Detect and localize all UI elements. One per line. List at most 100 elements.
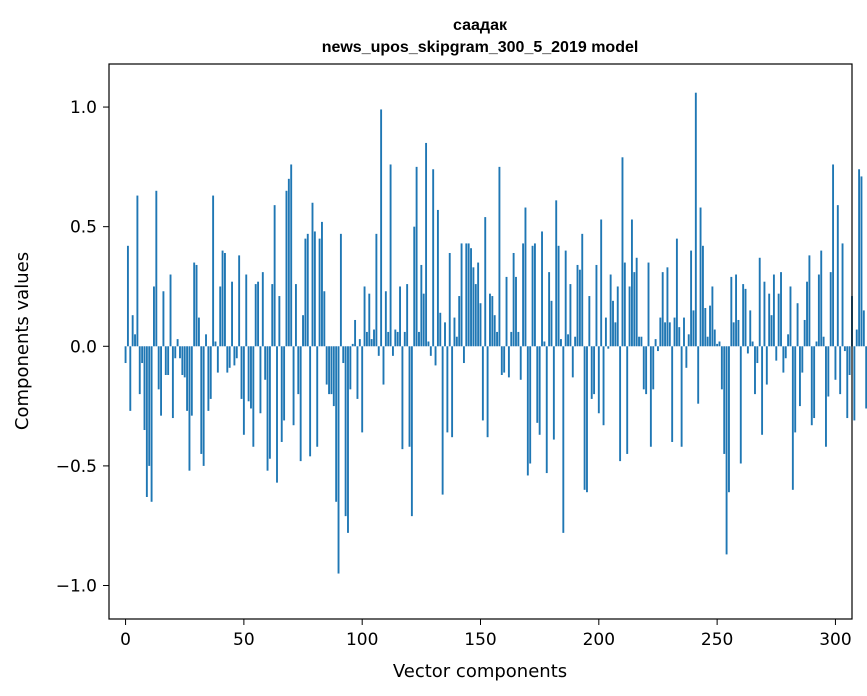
bar-152 <box>484 217 487 347</box>
bar-218 <box>640 336 643 347</box>
y-tick-label: −0.5 <box>56 457 97 477</box>
bar-260 <box>739 346 742 464</box>
bar-249 <box>713 329 716 347</box>
bar-91 <box>339 233 342 347</box>
bar-138 <box>451 346 454 438</box>
y-tick-label: 0.5 <box>70 218 97 238</box>
bar-182 <box>555 200 558 347</box>
bar-125 <box>420 264 423 347</box>
bar-284 <box>796 303 799 347</box>
bar-47 <box>235 346 238 359</box>
bar-283 <box>794 346 797 433</box>
bar-204 <box>607 346 610 349</box>
bar-163 <box>510 331 513 347</box>
bar-299 <box>832 164 835 347</box>
bar-161 <box>505 276 508 347</box>
bar-308 <box>853 346 856 421</box>
bar-237 <box>685 346 688 368</box>
bar-145 <box>467 243 470 347</box>
bar-282 <box>791 346 794 490</box>
bar-140 <box>455 336 458 347</box>
bar-132 <box>436 209 439 347</box>
bar-173 <box>533 243 536 347</box>
bar-228 <box>664 322 667 347</box>
bar-128 <box>427 341 430 347</box>
bar-168 <box>522 243 525 347</box>
bar-67 <box>283 346 286 421</box>
bar-113 <box>392 346 394 356</box>
bar-147 <box>472 267 475 347</box>
bar-87 <box>330 346 333 395</box>
bar-203 <box>604 317 607 347</box>
bar-120 <box>408 346 411 447</box>
bar-241 <box>694 92 697 347</box>
bar-124 <box>418 331 420 347</box>
bar-2 <box>129 346 132 411</box>
bar-305 <box>846 346 849 419</box>
bar-185 <box>562 346 565 533</box>
bar-274 <box>772 274 775 347</box>
bar-66 <box>280 346 283 442</box>
bar-85 <box>325 346 328 385</box>
bar-160 <box>503 346 506 373</box>
bar-183 <box>557 245 560 347</box>
bar-83 <box>321 221 323 347</box>
bar-122 <box>413 226 416 347</box>
bar-69 <box>287 178 290 347</box>
bar-197 <box>590 346 593 399</box>
bar-270 <box>763 281 766 347</box>
bar-280 <box>787 334 790 347</box>
bar-105 <box>373 329 375 347</box>
bar-289 <box>808 255 811 347</box>
bar-104 <box>370 339 373 347</box>
bar-130 <box>432 169 435 347</box>
bar-64 <box>276 346 278 483</box>
bar-220 <box>645 346 648 395</box>
bar-246 <box>706 336 709 347</box>
bar-301 <box>836 205 839 347</box>
bar-181 <box>552 346 555 440</box>
bar-162 <box>507 346 510 378</box>
bar-276 <box>777 293 780 347</box>
bar-209 <box>619 346 622 462</box>
plot-area-frame <box>108 63 853 620</box>
bar-193 <box>581 233 584 347</box>
bar-17 <box>164 346 167 375</box>
x-tick-label: 200 <box>583 630 615 650</box>
bar-167 <box>519 346 522 380</box>
bar-136 <box>446 346 449 433</box>
bar-179 <box>548 272 551 347</box>
bar-207 <box>614 322 617 347</box>
bar-155 <box>491 296 494 347</box>
bar-222 <box>649 346 652 447</box>
bar-192 <box>578 269 581 347</box>
bar-251 <box>718 341 721 347</box>
bar-26 <box>186 346 189 411</box>
bar-121 <box>410 346 413 517</box>
bar-34 <box>205 334 207 347</box>
bar-195 <box>586 346 588 493</box>
bar-49 <box>240 346 243 399</box>
bar-46 <box>233 346 236 366</box>
bar-206 <box>612 300 614 347</box>
bar-232 <box>673 317 676 347</box>
bar-166 <box>517 331 520 347</box>
bar-23 <box>179 346 181 359</box>
bar-44 <box>228 346 231 368</box>
bar-187 <box>567 334 569 347</box>
bar-100 <box>361 346 364 433</box>
bar-96 <box>351 343 354 347</box>
bar-247 <box>709 305 711 347</box>
bar-221 <box>647 262 650 347</box>
bar-126 <box>422 293 425 347</box>
bar-176 <box>541 231 543 347</box>
bar-234 <box>678 327 681 347</box>
bar-40 <box>219 286 222 347</box>
bar-312 <box>862 310 865 347</box>
bar-18 <box>167 346 170 375</box>
bar-172 <box>531 245 534 347</box>
bar-267 <box>756 346 759 364</box>
bar-56 <box>257 281 260 347</box>
bar-135 <box>444 322 446 347</box>
